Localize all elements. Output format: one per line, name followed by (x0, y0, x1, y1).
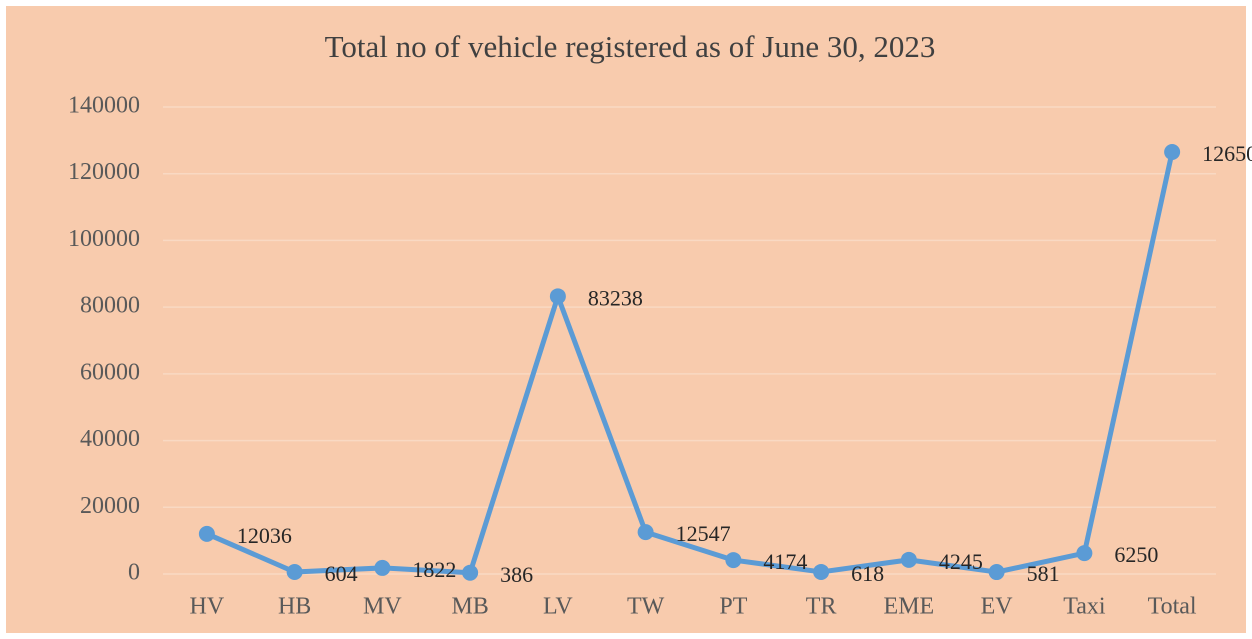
marker (1076, 545, 1093, 562)
marker (725, 552, 742, 569)
y-tick-label: 80000 (80, 293, 140, 319)
y-tick-label: 40000 (80, 426, 140, 452)
x-tick-label: HB (278, 594, 311, 620)
chart-background (6, 6, 1246, 633)
data-label: 4245 (939, 549, 983, 574)
data-label: 581 (1027, 561, 1060, 586)
data-label: 126501 (1202, 141, 1252, 166)
y-tick-label: 120000 (68, 159, 140, 185)
x-tick-label: PT (719, 594, 747, 620)
marker (374, 559, 391, 576)
data-label: 83238 (588, 285, 643, 310)
y-tick-label: 0 (128, 560, 140, 586)
marker (286, 563, 303, 580)
marker (813, 563, 830, 580)
marker (549, 288, 566, 305)
marker (988, 564, 1005, 581)
x-tick-label: TW (627, 594, 665, 620)
line (205, 151, 1175, 576)
marker (900, 551, 917, 568)
data-label: 6250 (1114, 542, 1158, 567)
x-tick-label: MV (363, 594, 402, 620)
chart-title: Total no of vehicle registered as of Jun… (325, 29, 936, 64)
x-tick-label: EME (884, 594, 935, 620)
y-tick-label: 140000 (68, 93, 140, 119)
x-tick-label: Taxi (1063, 594, 1106, 620)
x-tick-label: HV (190, 594, 225, 620)
data-label: 604 (325, 561, 358, 586)
marker (637, 524, 654, 541)
y-tick-label: 20000 (80, 493, 140, 519)
data-label: 618 (851, 561, 884, 586)
y-tick-label: 60000 (80, 359, 140, 385)
marker (462, 564, 479, 581)
data-label: 386 (500, 562, 533, 587)
data-label: 1822 (412, 557, 456, 582)
data-label: 12036 (237, 523, 292, 548)
marker (1164, 144, 1181, 161)
data-label: 4174 (763, 549, 807, 574)
x-tick-label: Total (1148, 594, 1197, 620)
x-tick-label: LV (543, 594, 573, 620)
x-tick-label: EV (981, 594, 1014, 620)
data-label: 12547 (676, 521, 731, 546)
marker (198, 525, 215, 542)
y-tick-label: 100000 (68, 226, 140, 252)
x-tick-label: TR (806, 594, 837, 620)
x-tick-label: MB (451, 594, 488, 620)
